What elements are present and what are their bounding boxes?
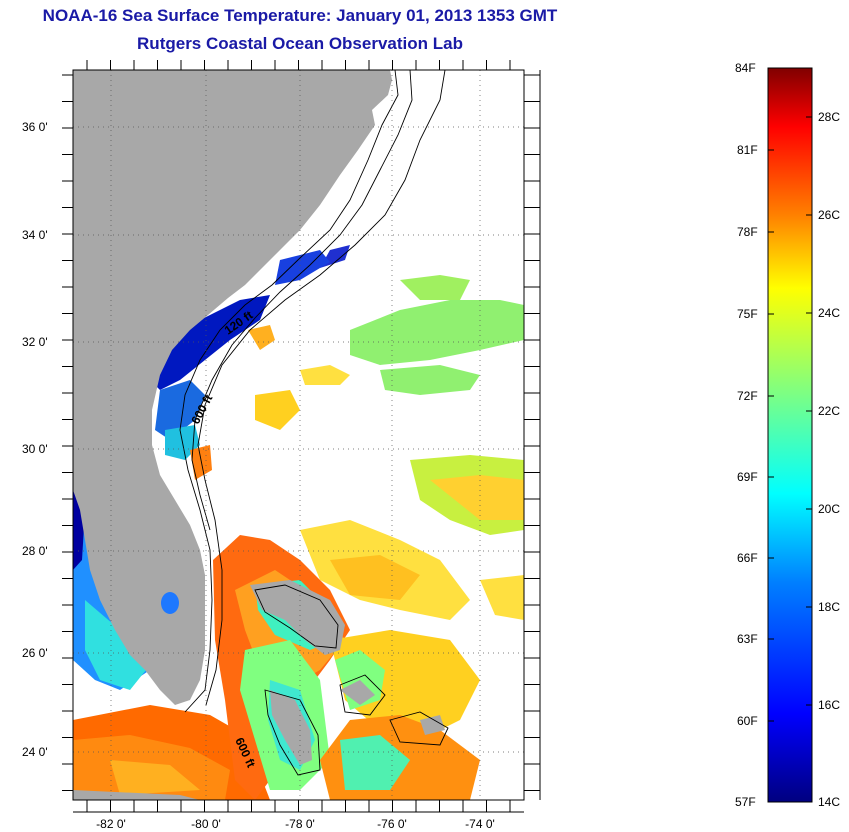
map-plot-area: 120 ft 600 ft 600 ft [73,70,524,800]
c-label-28: 28C [818,110,840,124]
temperature-colorbar: 84F 81F 78F 75F 72F 69F 66F 63F 60F 57F … [735,61,840,809]
landmass [73,70,445,800]
grid-lines [73,70,524,800]
f-label-84: 84F [735,61,756,75]
f-label-72: 72F [737,389,758,403]
f-label-75: 75F [737,307,758,321]
depth-contours [179,70,449,776]
map-title: NOAA-16 Sea Surface Temperature: January… [42,6,558,25]
lat-label-36: 36 0' [22,120,48,134]
lat-label-32: 32 0' [22,335,48,349]
f-label-78: 78F [737,225,758,239]
f-label-66: 66F [737,551,758,565]
lon-label-78: -78 0' [285,817,315,831]
lon-label-76: -76 0' [377,817,407,831]
lat-label-26: 26 0' [22,646,48,660]
map-subtitle: Rutgers Coastal Ocean Observation Lab [137,34,463,53]
c-label-16: 16C [818,698,840,712]
lat-ticks [62,74,540,791]
lon-label-80: -80 0' [191,817,221,831]
lon-label-74: -74 0' [465,817,495,831]
lat-label-30: 30 0' [22,442,48,456]
colorbar-gradient [767,67,813,803]
lon-ticks [86,60,511,812]
c-label-26: 26C [818,208,840,222]
c-label-24: 24C [818,306,840,320]
lon-label-82: -82 0' [96,817,126,831]
f-label-57: 57F [735,795,756,809]
c-label-20: 20C [818,502,840,516]
lat-label-28: 28 0' [22,544,48,558]
f-label-63: 63F [737,632,758,646]
c-label-22: 22C [818,404,840,418]
f-label-81: 81F [737,143,758,157]
lat-label-24: 24 0' [22,745,48,759]
c-label-14: 14C [818,795,840,809]
c-label-18: 18C [818,600,840,614]
f-label-60: 60F [737,714,758,728]
lat-label-34: 34 0' [22,228,48,242]
f-label-69: 69F [737,470,758,484]
